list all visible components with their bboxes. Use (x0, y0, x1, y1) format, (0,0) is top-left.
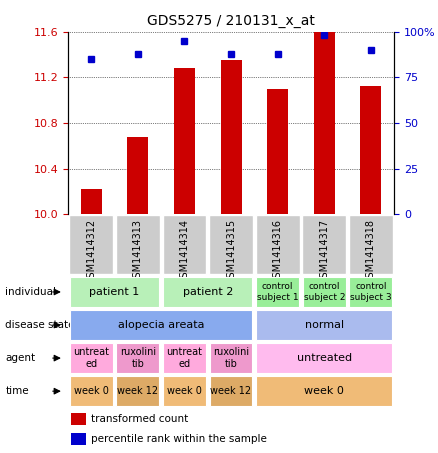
Bar (117, 343, 159, 373)
Text: untreat
ed: untreat ed (166, 347, 202, 369)
Text: GSM1414313: GSM1414313 (133, 218, 143, 284)
Bar (302, 216, 346, 274)
Text: GSM1414317: GSM1414317 (319, 218, 329, 284)
Bar (256, 376, 392, 406)
Text: transformed count: transformed count (91, 414, 188, 424)
Text: alopecia areata: alopecia areata (118, 320, 205, 330)
Text: control
subject 2: control subject 2 (304, 282, 345, 302)
Bar (221, 60, 241, 214)
Bar (127, 137, 148, 214)
Text: percentile rank within the sample: percentile rank within the sample (91, 434, 267, 444)
Bar (314, 32, 335, 214)
Bar (163, 277, 252, 307)
Text: agent: agent (5, 353, 35, 363)
Text: week 12: week 12 (211, 386, 251, 396)
Bar (303, 277, 346, 307)
Bar (210, 376, 252, 406)
Text: patient 2: patient 2 (183, 287, 233, 297)
Text: GSM1414312: GSM1414312 (86, 218, 96, 284)
Bar (70, 376, 113, 406)
Text: normal: normal (305, 320, 344, 330)
Bar (256, 310, 392, 340)
Bar (70, 310, 252, 340)
Text: untreat
ed: untreat ed (73, 347, 109, 369)
Bar (209, 216, 253, 274)
Text: control
subject 3: control subject 3 (350, 282, 392, 302)
Text: GSM1414315: GSM1414315 (226, 218, 236, 284)
Bar (70, 277, 159, 307)
Text: individual: individual (5, 287, 56, 297)
Text: GSM1414316: GSM1414316 (273, 218, 283, 284)
Text: week 0: week 0 (167, 386, 202, 396)
Bar (117, 376, 159, 406)
Text: GSM1414314: GSM1414314 (180, 218, 189, 284)
Bar (163, 376, 206, 406)
Text: control
subject 1: control subject 1 (257, 282, 298, 302)
Bar (71, 433, 86, 445)
Text: ruxolini
tib: ruxolini tib (213, 347, 249, 369)
Bar (163, 343, 206, 373)
Text: untreated: untreated (297, 353, 352, 363)
Text: week 12: week 12 (117, 386, 159, 396)
Title: GDS5275 / 210131_x_at: GDS5275 / 210131_x_at (147, 14, 315, 28)
Bar (360, 87, 381, 214)
Bar (116, 216, 160, 274)
Bar (267, 89, 288, 214)
Bar (70, 343, 113, 373)
Text: ruxolini
tib: ruxolini tib (120, 347, 156, 369)
Bar (162, 216, 206, 274)
Bar (210, 343, 252, 373)
Bar (256, 277, 299, 307)
Bar (349, 216, 393, 274)
Bar (350, 277, 392, 307)
Text: GSM1414318: GSM1414318 (366, 218, 376, 284)
Text: time: time (5, 386, 29, 396)
Bar (81, 189, 102, 214)
Text: patient 1: patient 1 (89, 287, 140, 297)
Bar (71, 413, 86, 425)
Bar (256, 216, 300, 274)
Text: week 0: week 0 (304, 386, 344, 396)
Bar (69, 216, 113, 274)
Text: disease state: disease state (5, 320, 75, 330)
Text: week 0: week 0 (74, 386, 109, 396)
Bar (256, 343, 392, 373)
Bar (174, 68, 195, 214)
